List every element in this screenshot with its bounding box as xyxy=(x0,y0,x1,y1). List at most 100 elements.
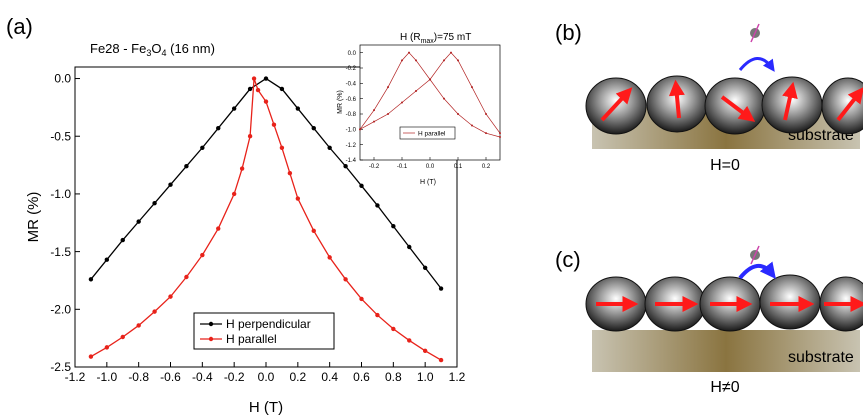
data-point xyxy=(359,296,364,302)
moment-arrow xyxy=(720,95,756,122)
x-tick-label: -0.6 xyxy=(160,370,181,384)
data-point xyxy=(422,348,428,354)
data-point xyxy=(136,323,141,328)
legend-box xyxy=(193,312,335,350)
y-tick-label: -1.0 xyxy=(346,127,357,133)
data-point xyxy=(429,78,431,81)
main-chart: Fe28 - Fe3O4 (16 nm) -1.2 -1.0 -0.8 -0.6 -0.… xyxy=(25,41,466,416)
inset-plot-frame xyxy=(359,44,501,161)
panel-c-label: (c) xyxy=(555,247,581,272)
data-point xyxy=(457,59,459,62)
y-tick-label: -1.2 xyxy=(346,143,357,149)
data-point xyxy=(263,99,269,104)
x-tick-label: 0.1 xyxy=(454,164,463,170)
data-point xyxy=(450,51,452,54)
main-chart-title: Fe28 - Fe3O4 (16 nm) xyxy=(90,41,215,58)
y-tick-label: -0.2 xyxy=(346,66,357,72)
data-point xyxy=(120,237,125,243)
y-tick-label: -2.5 xyxy=(50,360,71,374)
data-point xyxy=(485,113,487,115)
data-point xyxy=(375,203,380,208)
data-point xyxy=(216,226,221,231)
data-point xyxy=(136,219,141,224)
data-point xyxy=(255,87,261,93)
data-point xyxy=(311,228,316,234)
data-point xyxy=(499,136,501,138)
x-tick-label: -0.2 xyxy=(369,164,380,170)
data-point xyxy=(415,90,417,92)
data-point xyxy=(387,113,389,115)
data-point xyxy=(343,277,348,282)
x-tick-label: -1.0 xyxy=(96,370,117,384)
data-point xyxy=(200,145,205,150)
data-point xyxy=(499,132,501,135)
data-point xyxy=(168,182,173,187)
data-point xyxy=(263,76,269,81)
inset-annotation: H (Rmax)=75 mT xyxy=(400,32,471,45)
data-point xyxy=(387,86,389,89)
data-point xyxy=(247,86,253,92)
data-point xyxy=(359,183,364,189)
x-tick-label: 1.0 xyxy=(417,370,434,384)
data-point xyxy=(373,120,375,123)
legend-label: H perpendicular xyxy=(226,317,311,331)
panel-b-label: (b) xyxy=(555,20,582,45)
field-label-b: H=0 xyxy=(710,157,740,174)
data-point xyxy=(311,125,316,131)
data-point xyxy=(104,257,110,262)
inset-y-axis-label: MR (%) xyxy=(337,90,344,114)
spin-arrow xyxy=(750,23,760,43)
x-tick-label: 0.8 xyxy=(385,370,402,384)
data-point xyxy=(438,286,444,291)
inset-legend-label: H parallel xyxy=(418,131,446,138)
legend-marker xyxy=(208,321,214,327)
x-tick-label: -1.2 xyxy=(65,370,86,384)
data-point xyxy=(184,164,189,169)
data-point xyxy=(391,326,396,332)
data-point xyxy=(152,309,157,314)
series-line xyxy=(359,52,501,138)
data-point xyxy=(251,76,257,81)
data-point xyxy=(407,244,412,250)
data-point xyxy=(239,166,245,171)
x-tick-label: 0.4 xyxy=(321,370,338,384)
x-tick-label: 0.2 xyxy=(289,370,306,384)
data-point xyxy=(343,164,348,169)
field-label-c: H≠0 xyxy=(710,379,739,396)
data-point xyxy=(295,196,301,201)
x-tick-label: -0.8 xyxy=(128,370,149,384)
x-tick-label: 0.0 xyxy=(258,370,275,384)
substrate-c xyxy=(592,330,860,372)
main-x-axis-label: H (T) xyxy=(249,399,283,416)
spin-arrow xyxy=(750,245,760,265)
data-point xyxy=(231,106,237,111)
inset-x-axis-label: H (T) xyxy=(420,179,436,186)
y-tick-label: -0.5 xyxy=(50,129,71,143)
data-point xyxy=(443,59,445,62)
y-tick-label: -0.8 xyxy=(346,112,357,118)
data-point xyxy=(327,255,332,260)
data-point xyxy=(200,252,205,258)
series-line xyxy=(90,78,442,361)
data-point xyxy=(184,274,189,280)
y-tick-label: -2.0 xyxy=(50,303,71,317)
data-point xyxy=(247,134,253,139)
legend-marker xyxy=(208,336,214,342)
data-point xyxy=(373,109,375,112)
data-point xyxy=(401,101,403,104)
data-point xyxy=(438,357,444,363)
series-line xyxy=(359,52,501,134)
moment-arrow xyxy=(600,87,633,122)
moment-arrow xyxy=(836,86,863,122)
data-point xyxy=(407,338,412,343)
panel-b-illustration: substrate H=0 xyxy=(585,23,863,174)
substrate-c-label: substrate xyxy=(788,349,854,366)
data-point xyxy=(279,145,285,150)
data-point xyxy=(457,113,459,115)
data-point xyxy=(120,334,125,340)
data-point xyxy=(152,200,157,206)
data-point xyxy=(408,51,410,54)
data-point xyxy=(391,224,396,229)
x-tick-label: 0.6 xyxy=(353,370,370,384)
main-y-axis-label: MR (%) xyxy=(25,192,42,243)
